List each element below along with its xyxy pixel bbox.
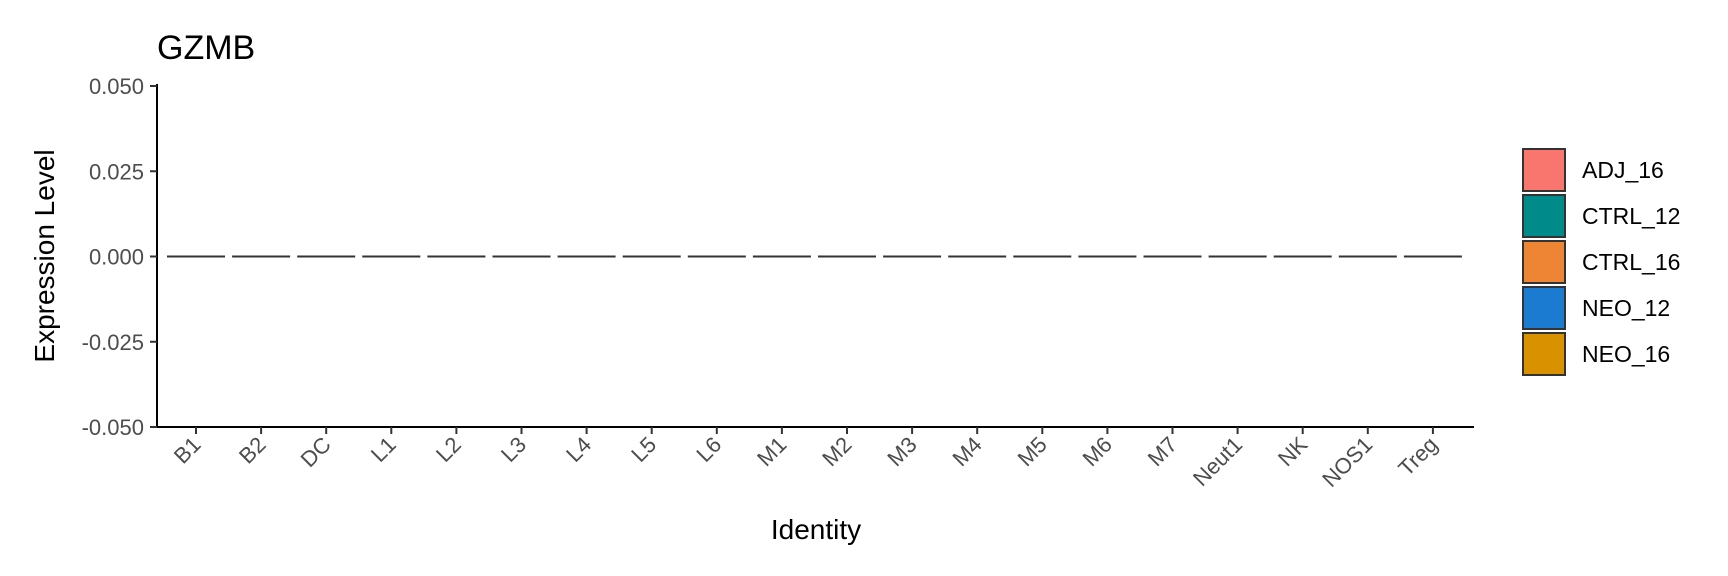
y-ticks: 0.050 0.025 0.000 -0.025 -0.050 bbox=[82, 74, 157, 440]
legend-label: ADJ_16 bbox=[1582, 157, 1664, 183]
x-tick-label: NK bbox=[1273, 432, 1313, 472]
y-tick-label: -0.025 bbox=[82, 330, 144, 355]
y-tick-label: 0.050 bbox=[89, 74, 144, 99]
x-tick-label: Neut1 bbox=[1188, 432, 1247, 491]
legend-swatch-ADJ_16 bbox=[1523, 149, 1565, 191]
y-tick-label: -0.050 bbox=[82, 415, 144, 440]
x-axis-title: Identity bbox=[771, 514, 861, 545]
x-tick-label: M4 bbox=[947, 432, 986, 471]
legend-swatch-CTRL_12 bbox=[1523, 195, 1565, 237]
legend-label: CTRL_16 bbox=[1582, 249, 1680, 275]
x-tick-label: M6 bbox=[1078, 432, 1117, 471]
x-tick-label: Treg bbox=[1393, 432, 1442, 481]
x-tick-label: L2 bbox=[431, 432, 466, 467]
chart-title: GZMB bbox=[157, 29, 255, 67]
x-tick-label: L1 bbox=[366, 432, 401, 467]
legend: ADJ_16 CTRL_12 CTRL_16 NEO_12 NEO_16 bbox=[1523, 149, 1680, 375]
x-tick-label: M1 bbox=[752, 432, 791, 471]
legend-label: NEO_12 bbox=[1582, 295, 1670, 321]
x-tick-label: M7 bbox=[1143, 432, 1182, 471]
x-tick-label: L4 bbox=[561, 432, 596, 467]
x-tick-label: B2 bbox=[234, 432, 271, 469]
y-tick-label: 0.025 bbox=[89, 159, 144, 184]
legend-swatch-NEO_12 bbox=[1523, 287, 1565, 329]
x-tick-label: L3 bbox=[496, 432, 531, 467]
legend-swatch-NEO_16 bbox=[1523, 333, 1565, 375]
x-tick-label: B1 bbox=[169, 432, 206, 469]
x-tick-label: M3 bbox=[882, 432, 921, 471]
x-ticks: B1 B2 DC L1 L2 L3 L4 L5 L6 M1 M2 M3 M4 M5 M6 M7 Neut1 NK N… bbox=[169, 427, 1443, 492]
x-tick-label: L5 bbox=[626, 432, 661, 467]
legend-label: CTRL_12 bbox=[1582, 203, 1680, 229]
legend-label: NEO_16 bbox=[1582, 341, 1670, 367]
x-tick-label: M5 bbox=[1013, 432, 1052, 471]
x-tick-label: L6 bbox=[691, 432, 726, 467]
legend-swatch-CTRL_16 bbox=[1523, 241, 1565, 283]
x-tick-label: NOS1 bbox=[1317, 432, 1377, 492]
y-axis-title: Expression Level bbox=[29, 149, 60, 362]
x-tick-label: DC bbox=[296, 432, 336, 472]
x-tick-label: M2 bbox=[817, 432, 856, 471]
y-tick-label: 0.000 bbox=[89, 245, 144, 270]
